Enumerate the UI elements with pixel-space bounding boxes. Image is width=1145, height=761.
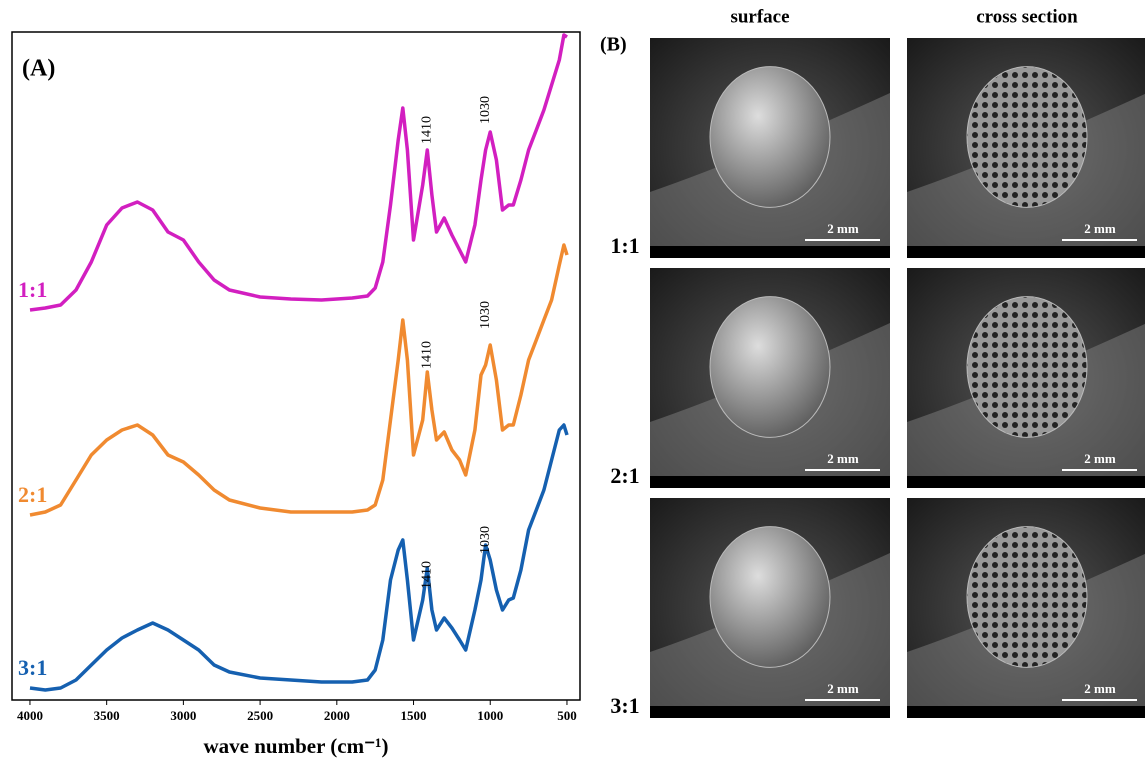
x-tick-label: 1500 [401,708,427,723]
panel-label: (A) [22,56,55,82]
scale-bar-label: 2 mm [1084,681,1116,696]
spectrum-line [30,425,567,690]
x-tick-label: 500 [557,708,577,723]
panel-label: (B) [600,34,627,56]
x-tick-label: 3000 [170,708,196,723]
series-label: 3:1 [18,655,47,680]
sem-bead [710,527,830,668]
scale-bar-label: 2 mm [827,451,859,466]
row-label: 1:1 [610,233,639,258]
x-axis-label: wave number (cm⁻¹) [204,734,389,758]
sem-bead [967,527,1087,668]
peak-annotation: 1030 [478,301,493,329]
spectrum-line [30,245,567,515]
peak-annotation: 1410 [420,561,435,589]
peak-annotation: 1410 [420,116,435,144]
sem-bead [967,67,1087,208]
sem-info-bar [907,246,1145,258]
spectrum-line [30,35,567,310]
x-tick-label: 2500 [247,708,273,723]
sem-info-bar [650,476,890,488]
peak-annotation: 1030 [478,96,493,124]
scale-bar-label: 2 mm [1084,451,1116,466]
scale-bar-label: 2 mm [827,221,859,236]
column-header: cross section [976,6,1078,27]
row-label: 2:1 [610,463,639,488]
sem-info-bar [907,476,1145,488]
scale-bar-label: 2 mm [827,681,859,696]
scale-bar-label: 2 mm [1084,221,1116,236]
sem-bead [710,297,830,438]
x-tick-label: 1000 [477,708,503,723]
sem-info-bar [650,706,890,718]
x-tick-label: 4000 [17,708,43,723]
sem-info-bar [907,706,1145,718]
peak-annotation: 1410 [420,341,435,369]
series-label: 2:1 [18,482,47,507]
x-tick-label: 2000 [324,708,350,723]
sem-bead [967,297,1087,438]
sem-info-bar [650,246,890,258]
plot-area: 4000 3500 3000 2500 2000 1500 1000 500 1:1 1410 10… [17,35,577,723]
series-label: 1:1 [18,277,47,302]
peak-annotation: 1030 [478,526,493,554]
sem-bead [710,67,830,208]
column-header: surface [730,6,789,27]
x-tick-label: 3500 [94,708,120,723]
row-label: 3:1 [610,693,639,718]
figure: (A) wave number (cm⁻¹) 4000 3500 3000 2500 2… [0,0,1145,761]
sem-panel: (B) surface cross section 1:1 2 mm 2 mm 2:1 2 … [600,6,1145,718]
